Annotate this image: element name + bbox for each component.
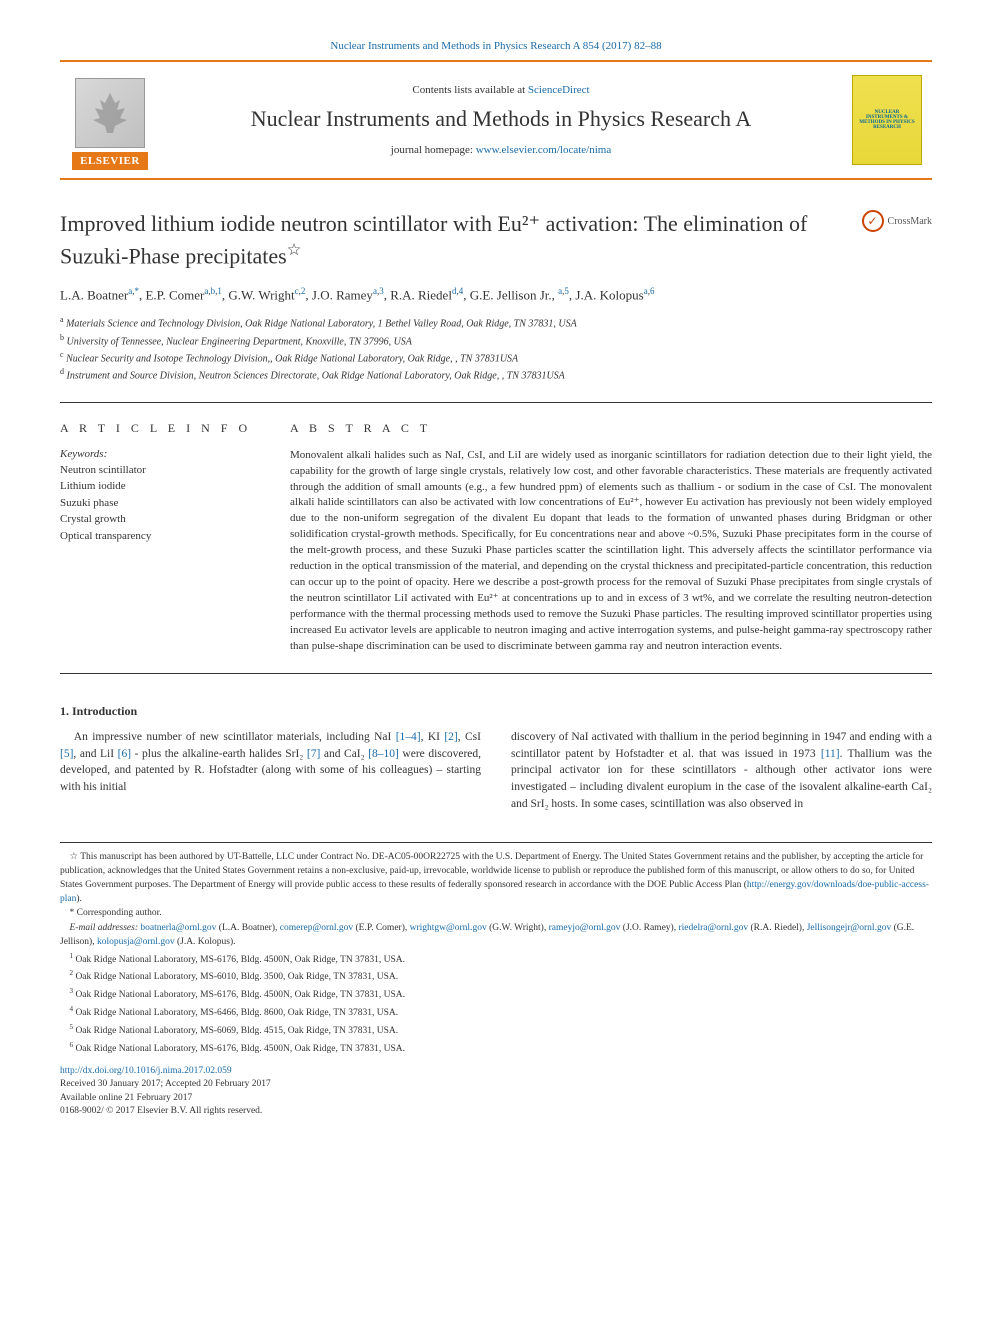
- keyword-item: Lithium iodide: [60, 478, 260, 495]
- doi-block: http://dx.doi.org/10.1016/j.nima.2017.02…: [60, 1065, 932, 1118]
- crossmark-icon: ✓: [862, 210, 884, 232]
- intro-para-1: An impressive number of new scintillator…: [60, 729, 481, 796]
- journal-homepage: journal homepage: www.elsevier.com/locat…: [180, 144, 822, 156]
- author-list: L.A. Boatnera,*, E.P. Comera,b,1, G.W. W…: [60, 285, 932, 305]
- body-text: An impressive number of new scintillator…: [60, 729, 932, 812]
- footnote-address: 2 Oak Ridge National Laboratory, MS-6010…: [60, 968, 932, 985]
- footnotes-divider: [60, 842, 932, 843]
- keyword-item: Crystal growth: [60, 511, 260, 528]
- received-date: Received 30 January 2017; Accepted 20 Fe…: [60, 1079, 271, 1089]
- online-date: Available online 21 February 2017: [60, 1093, 192, 1103]
- crossmark-badge[interactable]: ✓ CrossMark: [862, 210, 932, 232]
- journal-header: ELSEVIER Contents lists available at Sci…: [60, 60, 932, 180]
- article-title: Improved lithium iodide neutron scintill…: [60, 210, 842, 271]
- divider: [60, 402, 932, 403]
- affiliation-item: a Materials Science and Technology Divis…: [60, 314, 932, 331]
- divider: [60, 673, 932, 674]
- elsevier-wordmark: ELSEVIER: [72, 152, 148, 170]
- footnote-funding: ☆ This manuscript has been authored by U…: [60, 851, 932, 906]
- footnote-address: 3 Oak Ridge National Laboratory, MS-6176…: [60, 986, 932, 1003]
- footnote-corresponding: * Corresponding author.: [60, 907, 932, 921]
- section-heading-intro: 1. Introduction: [60, 704, 932, 719]
- affiliation-item: b University of Tennessee, Nuclear Engin…: [60, 332, 932, 349]
- intro-para-2: discovery of NaI activated with thallium…: [511, 729, 932, 812]
- abstract-heading: A B S T R A C T: [290, 421, 932, 436]
- contents-available: Contents lists available at ScienceDirec…: [180, 84, 822, 96]
- keyword-item: Suzuki phase: [60, 495, 260, 512]
- footnote-address: 4 Oak Ridge National Laboratory, MS-6466…: [60, 1004, 932, 1021]
- footnote-emails: E-mail addresses: boatnerla@ornl.gov (L.…: [60, 922, 932, 950]
- abstract-text: Monovalent alkali halides such as NaI, C…: [290, 448, 932, 655]
- title-footnote-star: ☆: [287, 240, 302, 259]
- footnote-address: 1 Oak Ridge National Laboratory, MS-6176…: [60, 951, 932, 968]
- doi-link[interactable]: http://dx.doi.org/10.1016/j.nima.2017.02…: [60, 1066, 232, 1076]
- journal-cover-thumbnail: NUCLEAR INSTRUMENTS & METHODS IN PHYSICS…: [852, 75, 922, 165]
- elsevier-tree-icon: [75, 78, 145, 148]
- keywords-label: Keywords:: [60, 448, 260, 460]
- affiliation-item: c Nuclear Security and Isotope Technolog…: [60, 349, 932, 366]
- citation-header: Nuclear Instruments and Methods in Physi…: [60, 40, 932, 52]
- copyright-line: 0168-9002/ © 2017 Elsevier B.V. All righ…: [60, 1106, 262, 1116]
- abstract-block: A B S T R A C T Monovalent alkali halide…: [290, 421, 932, 655]
- citation-link[interactable]: Nuclear Instruments and Methods in Physi…: [330, 40, 661, 52]
- affiliation-item: d Instrument and Source Division, Neutro…: [60, 366, 932, 383]
- article-info-heading: A R T I C L E I N F O: [60, 421, 260, 436]
- homepage-link[interactable]: www.elsevier.com/locate/nima: [476, 144, 612, 156]
- footnote-address: 6 Oak Ridge National Laboratory, MS-6176…: [60, 1040, 932, 1057]
- sciencedirect-link[interactable]: ScienceDirect: [528, 84, 590, 96]
- keyword-item: Optical transparency: [60, 528, 260, 545]
- journal-name: Nuclear Instruments and Methods in Physi…: [180, 106, 822, 132]
- publisher-logo-block: ELSEVIER: [60, 62, 160, 178]
- article-info-sidebar: A R T I C L E I N F O Keywords: Neutron …: [60, 421, 260, 655]
- footnotes-block: ☆ This manuscript has been authored by U…: [60, 851, 932, 1057]
- affiliations: a Materials Science and Technology Divis…: [60, 314, 932, 383]
- footnote-address: 5 Oak Ridge National Laboratory, MS-6069…: [60, 1022, 932, 1039]
- keywords-list: Neutron scintillatorLithium iodideSuzuki…: [60, 462, 260, 545]
- keyword-item: Neutron scintillator: [60, 462, 260, 479]
